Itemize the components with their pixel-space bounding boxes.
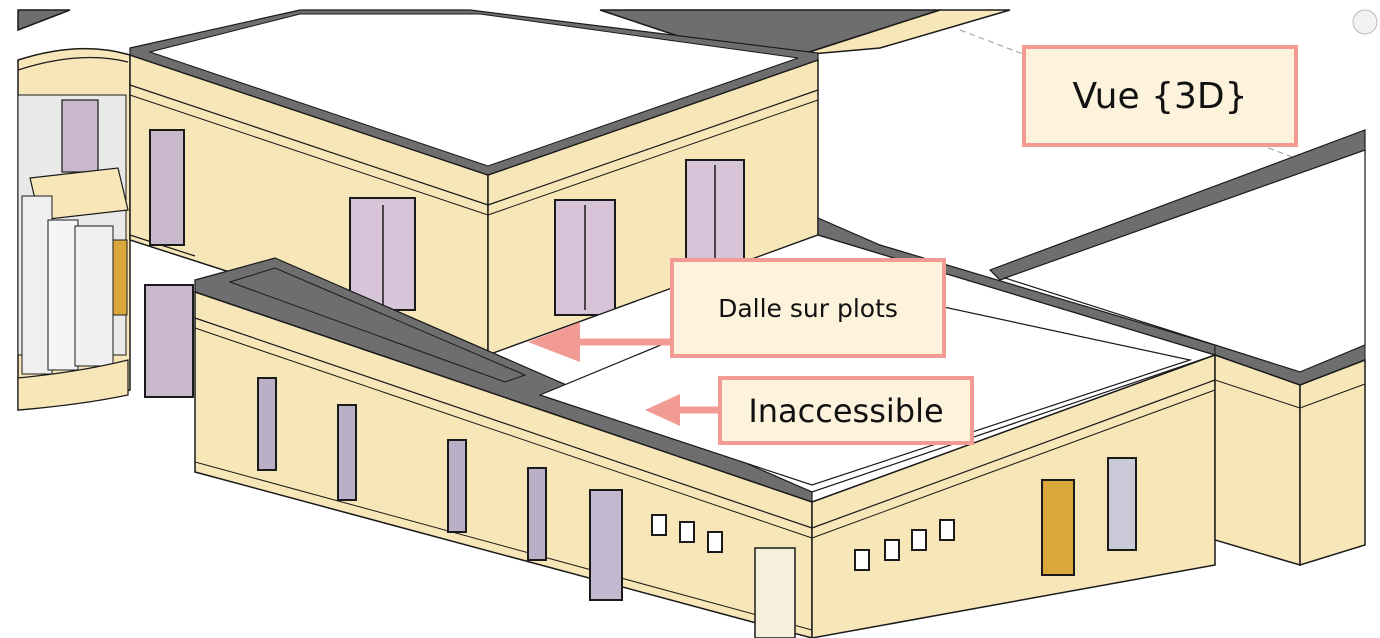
slab-arrow-icon [528, 322, 670, 362]
left-tower [17, 47, 131, 411]
ground-window-left [144, 284, 194, 398]
upper-block [129, 9, 819, 357]
roof-label-text: Inaccessible [748, 391, 944, 430]
view-label-text: Vue {3D} [1072, 75, 1248, 117]
slab-label-text: Dalle sur plots [718, 293, 898, 323]
view-label: Vue {3D} [1022, 45, 1298, 147]
right-wing [988, 129, 1366, 567]
roof-label: Inaccessible [718, 376, 974, 445]
roof-arrow-icon [645, 394, 718, 426]
slab-label: Dalle sur plots [670, 258, 946, 358]
